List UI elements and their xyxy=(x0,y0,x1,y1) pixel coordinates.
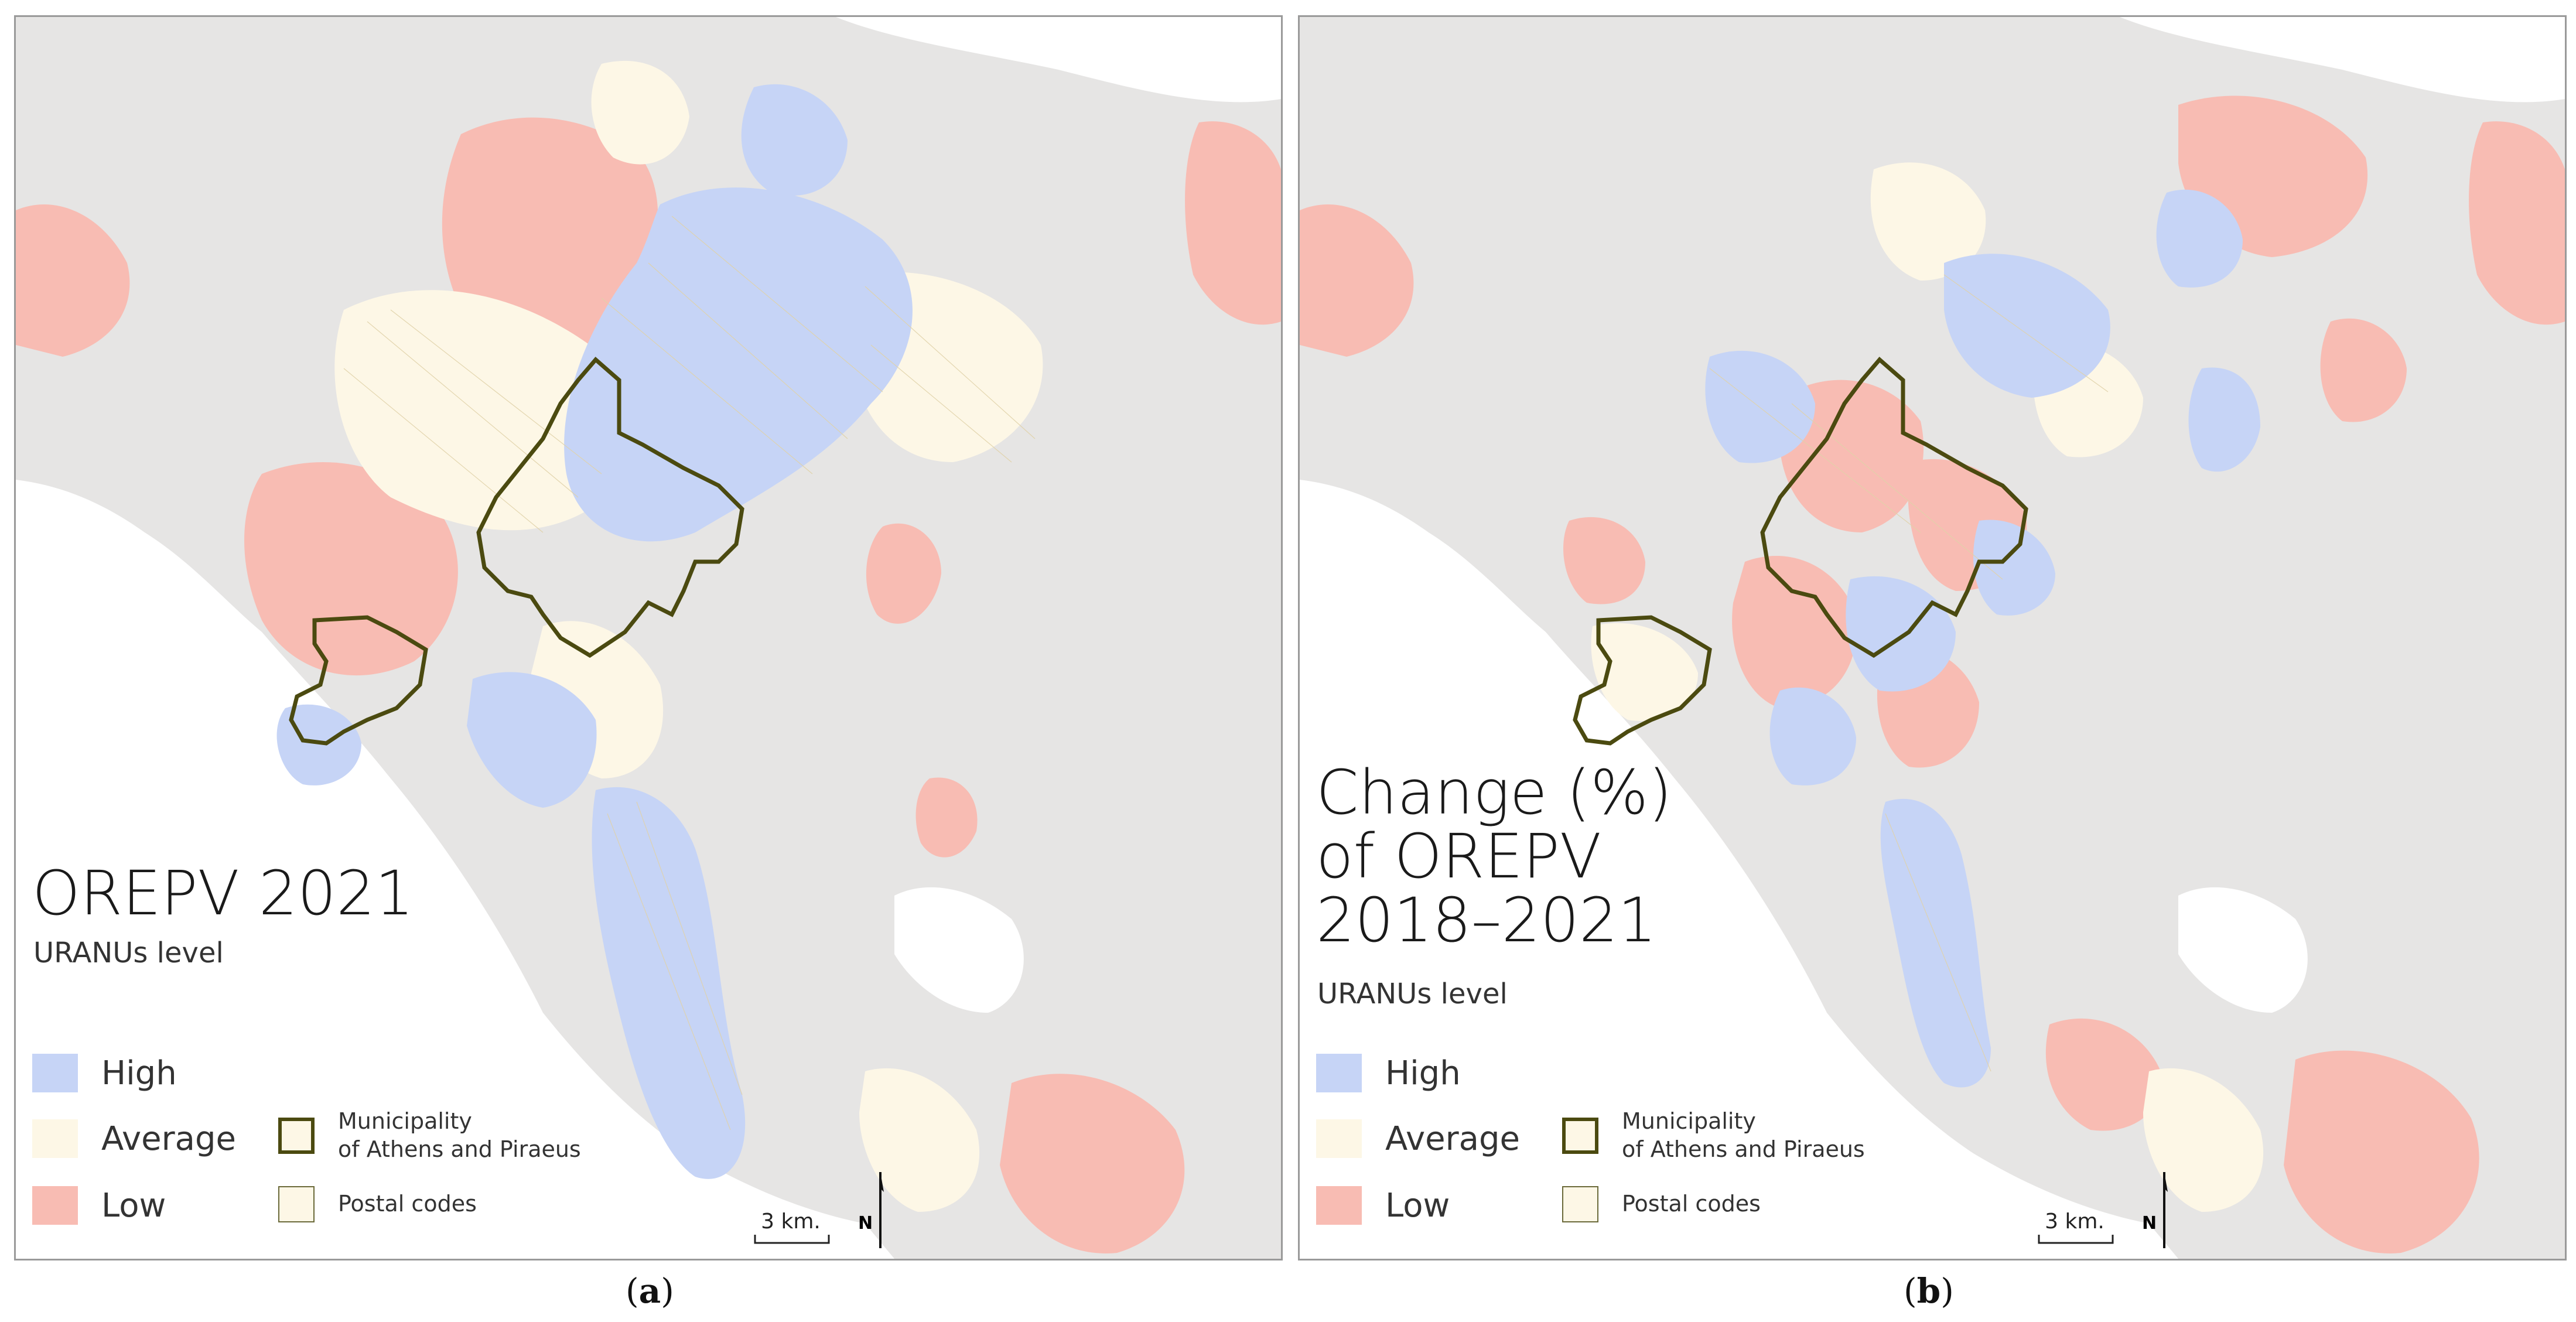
legend-label-average: Average xyxy=(101,1119,236,1158)
region-average xyxy=(591,60,689,165)
island-white xyxy=(2178,887,2308,1013)
region-low xyxy=(1300,204,1414,357)
map-panel-b: Change (%) of OREPV 2018–2021 URANUs lev… xyxy=(1298,15,2567,1260)
region-average xyxy=(859,1068,980,1212)
legend-low: Low xyxy=(32,1186,166,1225)
scale-bar: 3 km. xyxy=(754,1210,830,1248)
region-average xyxy=(1870,162,1986,281)
north-arrow: N xyxy=(858,1169,894,1253)
legend-municipality: Municipality of Athens and Piraeus xyxy=(1562,1108,1865,1163)
legend-low: Low xyxy=(1316,1186,1450,1225)
piraeus-boundary xyxy=(289,615,428,746)
region-low xyxy=(2320,318,2407,422)
legend-label-high: High xyxy=(101,1054,177,1092)
region-high xyxy=(276,704,361,785)
postal-code-lines xyxy=(343,216,1036,1130)
region-high xyxy=(564,187,913,542)
legend-swatch-high xyxy=(32,1054,78,1092)
scale-label: 3 km. xyxy=(2045,1210,2104,1234)
region-low xyxy=(2045,1018,2162,1131)
legend-label-high: High xyxy=(1385,1054,1461,1092)
region-high xyxy=(1944,254,2110,398)
map-subtitle: URANUs level xyxy=(1317,978,1508,1010)
legend-average: Average xyxy=(1316,1119,1520,1158)
region-low xyxy=(1185,121,1281,325)
caption-b: (b) xyxy=(1904,1271,1954,1311)
white-patch-north xyxy=(836,17,1281,103)
region-low xyxy=(1732,556,1857,708)
map-title: OREPV 2021 xyxy=(32,858,414,929)
map-canvas-a xyxy=(16,17,1281,1259)
legend-swatch-municipality xyxy=(1562,1117,1598,1154)
legend-swatch-low xyxy=(1316,1186,1362,1225)
region-average xyxy=(1591,623,1698,721)
legend-label-postal: Postal codes xyxy=(1622,1191,1761,1217)
sea-area xyxy=(1300,480,2178,1259)
north-arrow-icon xyxy=(2163,1172,2168,1248)
legend-municipality: Municipality of Athens and Piraeus xyxy=(278,1108,581,1163)
region-high xyxy=(2156,189,2243,288)
white-patch-north xyxy=(2120,17,2565,103)
legend-high: High xyxy=(1316,1054,1461,1092)
region-high xyxy=(592,787,746,1179)
legend-label-low: Low xyxy=(1385,1186,1450,1225)
legend-label-postal: Postal codes xyxy=(338,1191,477,1217)
north-label: N xyxy=(2142,1213,2157,1234)
north-arrow-icon xyxy=(879,1172,884,1248)
legend-average: Average xyxy=(32,1119,236,1158)
map-panel-a: OREPV 2021 URANUs level High Average Low… xyxy=(14,15,1283,1260)
region-low xyxy=(2469,121,2565,325)
legend-postal: Postal codes xyxy=(278,1186,477,1222)
scale-line xyxy=(754,1235,830,1244)
region-low xyxy=(16,204,130,357)
region-average xyxy=(334,290,625,531)
region-high xyxy=(1705,350,1815,463)
map-canvas-b xyxy=(1300,17,2565,1259)
north-label: N xyxy=(858,1213,873,1234)
legend-label-average: Average xyxy=(1385,1119,1520,1158)
map-title: Change (%) of OREPV 2018–2021 xyxy=(1316,757,1672,957)
gulf-left xyxy=(16,529,192,691)
legend-swatch-low xyxy=(32,1186,78,1225)
scale-bar: 3 km. xyxy=(2038,1210,2114,1248)
legend-label-municipality: Municipality of Athens and Piraeus xyxy=(338,1108,581,1162)
island-white xyxy=(894,887,1024,1013)
region-low xyxy=(244,462,458,676)
region-low xyxy=(1000,1074,1185,1253)
region-high xyxy=(1973,520,2055,616)
region-average xyxy=(2143,1068,2264,1212)
north-arrow: N xyxy=(2142,1169,2178,1253)
athens-boundary xyxy=(476,357,744,658)
region-high xyxy=(2188,367,2260,472)
legend-swatch-average xyxy=(32,1119,78,1158)
legend-high: High xyxy=(32,1054,177,1092)
legend-swatch-postal xyxy=(278,1186,315,1222)
region-high xyxy=(741,84,848,196)
caption-a: (a) xyxy=(626,1271,674,1311)
region-high xyxy=(467,672,597,808)
legend-swatch-average xyxy=(1316,1119,1362,1158)
caption-letter-a: a xyxy=(638,1271,661,1311)
region-low xyxy=(915,777,978,858)
legend-swatch-municipality xyxy=(278,1117,315,1154)
region-low xyxy=(1780,380,1924,532)
scale-line xyxy=(2038,1235,2114,1244)
scale-label: 3 km. xyxy=(761,1210,821,1234)
athens-boundary xyxy=(1760,357,2028,658)
region-low xyxy=(1563,517,1645,604)
legend-label-municipality: Municipality of Athens and Piraeus xyxy=(1622,1108,1865,1162)
piraeus-boundary xyxy=(1573,615,1712,746)
legend-postal: Postal codes xyxy=(1562,1186,1761,1222)
region-high xyxy=(1769,687,1856,785)
legend-swatch-high xyxy=(1316,1054,1362,1092)
region-low xyxy=(866,523,941,624)
map-subtitle: URANUs level xyxy=(33,937,224,969)
sea-area xyxy=(16,480,894,1259)
caption-letter-b: b xyxy=(1916,1271,1941,1311)
gulf-left xyxy=(1300,529,1475,691)
region-low xyxy=(2284,1050,2479,1253)
region-high xyxy=(1880,798,1991,1088)
legend-label-low: Low xyxy=(101,1186,166,1225)
legend-swatch-postal xyxy=(1562,1186,1598,1222)
